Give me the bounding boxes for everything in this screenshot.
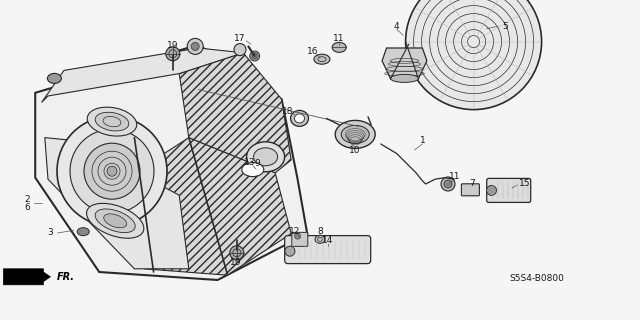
Text: 6: 6 bbox=[24, 203, 29, 212]
Ellipse shape bbox=[104, 214, 127, 228]
Text: 15: 15 bbox=[519, 179, 531, 188]
Text: FR.: FR. bbox=[56, 272, 74, 282]
Ellipse shape bbox=[332, 42, 346, 52]
Text: S5S4-B0800: S5S4-B0800 bbox=[509, 274, 564, 283]
Text: 16: 16 bbox=[307, 47, 318, 56]
Ellipse shape bbox=[390, 74, 419, 82]
Circle shape bbox=[250, 51, 260, 61]
Text: 19: 19 bbox=[167, 41, 179, 50]
Text: 7: 7 bbox=[470, 179, 475, 188]
Text: 5: 5 bbox=[503, 22, 508, 31]
Polygon shape bbox=[3, 269, 51, 285]
Ellipse shape bbox=[246, 142, 285, 172]
Ellipse shape bbox=[242, 163, 264, 177]
FancyBboxPatch shape bbox=[292, 232, 308, 246]
Polygon shape bbox=[382, 48, 427, 78]
Text: 9: 9 bbox=[255, 159, 260, 168]
Polygon shape bbox=[42, 48, 243, 102]
Ellipse shape bbox=[47, 73, 61, 84]
Text: 19: 19 bbox=[230, 258, 241, 267]
Polygon shape bbox=[179, 53, 291, 173]
Polygon shape bbox=[134, 138, 291, 275]
Ellipse shape bbox=[314, 54, 330, 64]
Polygon shape bbox=[35, 45, 307, 280]
Circle shape bbox=[70, 129, 154, 213]
FancyBboxPatch shape bbox=[461, 184, 479, 196]
Text: 4: 4 bbox=[394, 22, 399, 31]
Circle shape bbox=[285, 246, 295, 256]
Circle shape bbox=[191, 42, 199, 50]
Ellipse shape bbox=[86, 204, 144, 238]
Ellipse shape bbox=[291, 110, 308, 126]
Ellipse shape bbox=[95, 112, 129, 131]
Circle shape bbox=[187, 38, 204, 54]
Text: 11: 11 bbox=[333, 34, 345, 43]
Circle shape bbox=[84, 143, 140, 199]
Ellipse shape bbox=[253, 148, 278, 166]
Text: 13: 13 bbox=[244, 158, 255, 167]
Text: 14: 14 bbox=[322, 236, 333, 245]
Ellipse shape bbox=[335, 120, 375, 148]
Ellipse shape bbox=[95, 209, 135, 233]
Circle shape bbox=[230, 246, 244, 260]
Circle shape bbox=[444, 180, 452, 188]
Circle shape bbox=[234, 44, 246, 56]
Text: 11: 11 bbox=[449, 172, 460, 181]
Text: 17: 17 bbox=[234, 34, 246, 43]
FancyBboxPatch shape bbox=[487, 178, 531, 202]
Ellipse shape bbox=[315, 236, 325, 244]
Circle shape bbox=[166, 47, 180, 61]
Text: 10: 10 bbox=[349, 146, 361, 155]
Circle shape bbox=[107, 166, 117, 176]
Circle shape bbox=[294, 233, 301, 239]
Text: 12: 12 bbox=[289, 227, 300, 236]
Ellipse shape bbox=[87, 107, 137, 136]
Ellipse shape bbox=[294, 114, 305, 123]
Circle shape bbox=[441, 177, 455, 191]
Text: 2: 2 bbox=[24, 195, 29, 204]
Circle shape bbox=[406, 0, 541, 109]
Text: 3: 3 bbox=[47, 228, 52, 237]
Ellipse shape bbox=[341, 125, 369, 143]
Circle shape bbox=[57, 116, 167, 226]
Text: 18: 18 bbox=[282, 107, 294, 116]
Text: 1: 1 bbox=[420, 136, 425, 145]
Text: 8: 8 bbox=[317, 227, 323, 236]
Polygon shape bbox=[45, 138, 189, 269]
Ellipse shape bbox=[77, 228, 89, 236]
FancyBboxPatch shape bbox=[285, 236, 371, 264]
Circle shape bbox=[486, 185, 497, 196]
